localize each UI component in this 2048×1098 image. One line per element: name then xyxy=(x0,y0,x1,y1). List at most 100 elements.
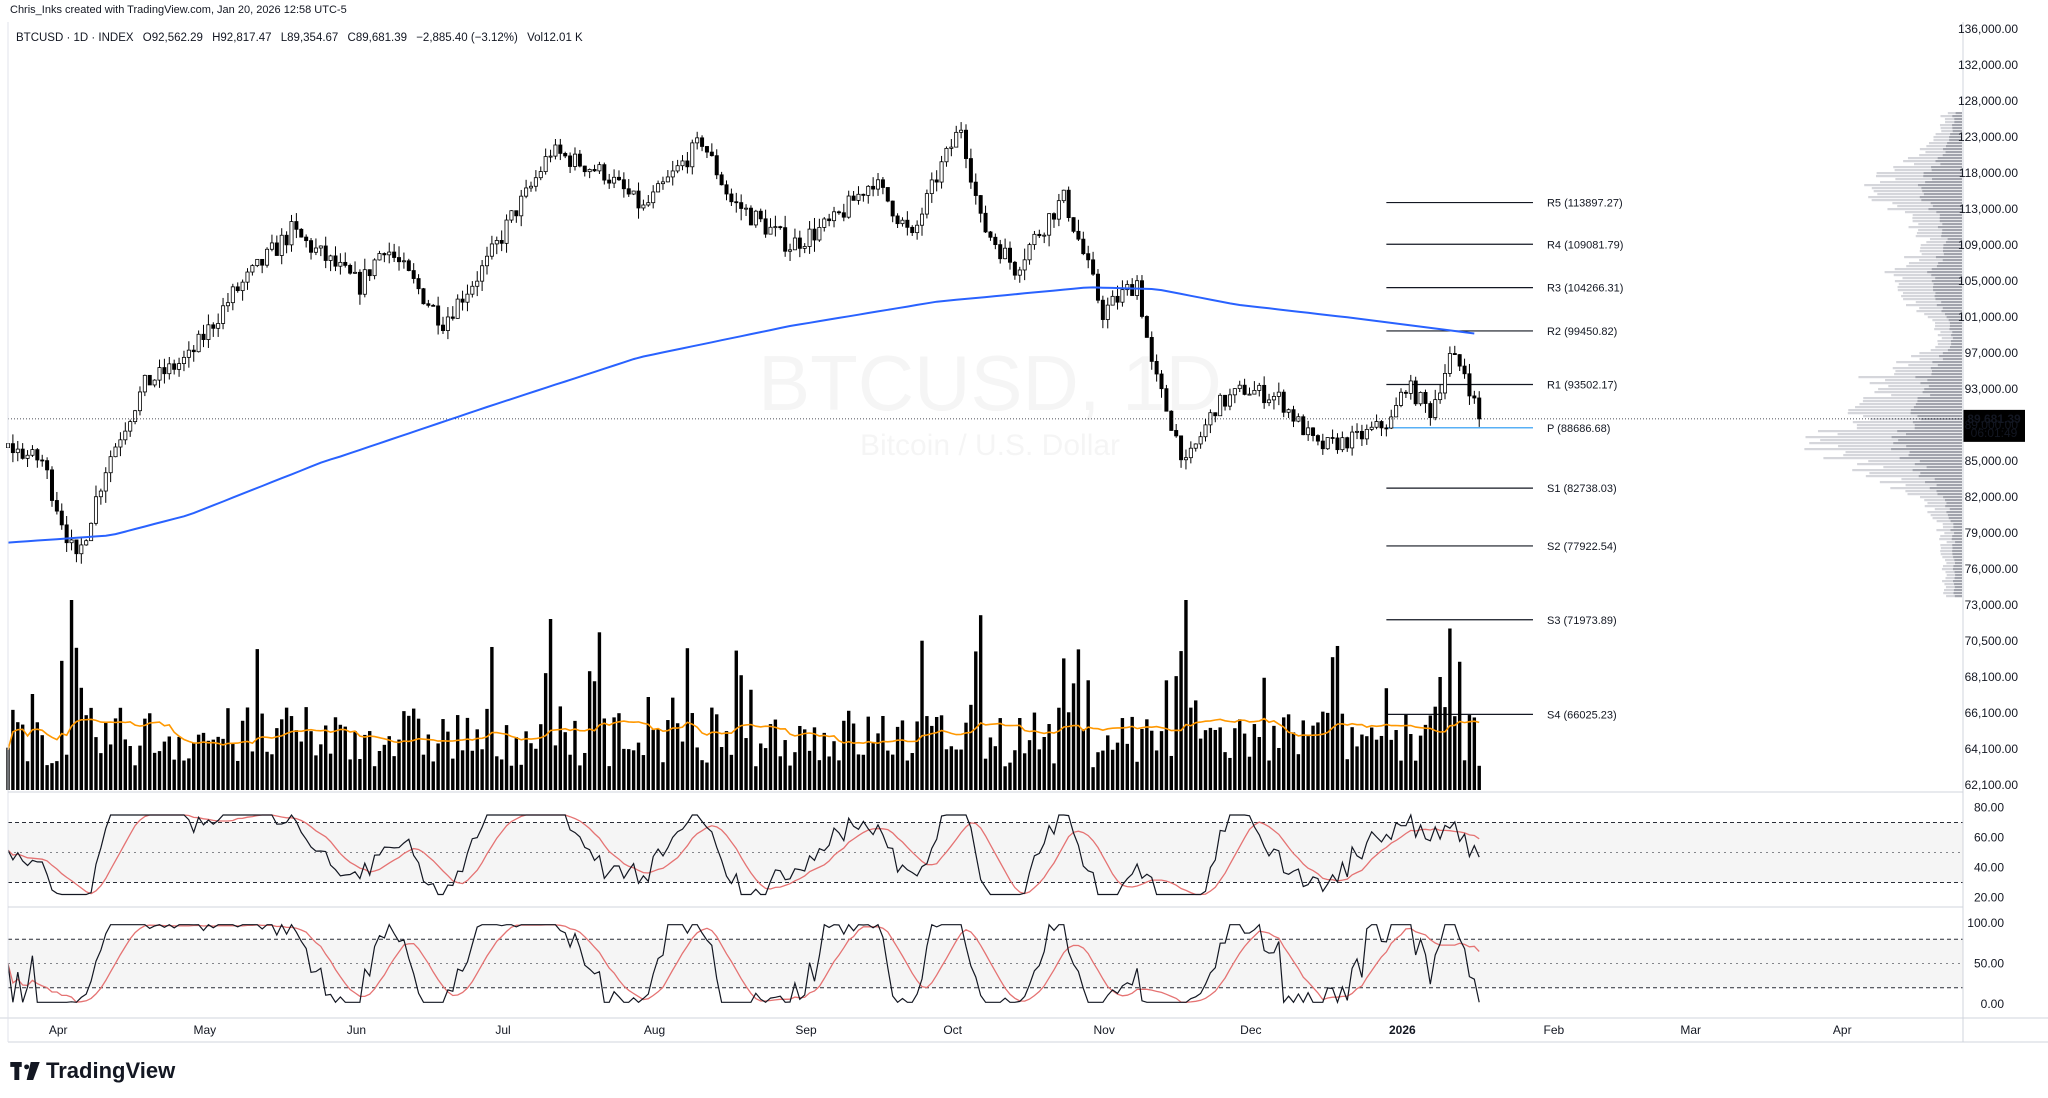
candle-body xyxy=(172,363,177,370)
volume-profile-row-dark xyxy=(1945,505,1962,508)
volume-bar xyxy=(543,673,548,790)
volume-profile-row xyxy=(1943,592,1962,595)
volume-profile-row-dark xyxy=(1939,214,1962,217)
volume-bar xyxy=(1345,759,1349,790)
volume-profile-row-dark xyxy=(1952,535,1962,538)
volume-profile-row-dark xyxy=(1906,445,1962,448)
candle-body xyxy=(1359,430,1364,440)
volume-bar xyxy=(1184,600,1188,790)
volume-bar xyxy=(881,715,885,790)
volume-bar xyxy=(1433,706,1437,790)
price-tick-label: 136,000.00 xyxy=(1958,22,2018,36)
volume-bar xyxy=(1365,736,1369,790)
candle-body xyxy=(1276,391,1281,397)
candle-body xyxy=(846,195,851,218)
volume-profile-row-dark xyxy=(1912,469,1962,472)
volume-profile-row-dark xyxy=(1941,232,1962,235)
volume-profile-row xyxy=(1891,394,1962,397)
volume-profile-row-dark xyxy=(1947,349,1962,352)
volume-bar xyxy=(138,745,142,790)
volume-profile-row xyxy=(1809,442,1962,445)
candle-body xyxy=(597,164,602,172)
ma-200-line xyxy=(7,286,1475,544)
volume-bar xyxy=(1277,747,1281,790)
volume-bar xyxy=(265,751,269,790)
volume-bar xyxy=(607,766,611,790)
volume-bar xyxy=(167,736,171,790)
volume-bar xyxy=(236,760,240,790)
volume-bar xyxy=(602,718,607,790)
candle-body xyxy=(1262,384,1267,404)
volume-bar xyxy=(1047,724,1051,790)
candle-body xyxy=(93,496,98,524)
volume-profile-row xyxy=(1930,349,1962,352)
volume-profile-row-dark xyxy=(1941,310,1962,313)
candle-body xyxy=(406,260,411,271)
volume-bar xyxy=(499,759,504,790)
candle-body xyxy=(1007,247,1012,263)
candle-body xyxy=(343,261,348,266)
candle-body xyxy=(1418,392,1423,405)
volume-bar xyxy=(1291,732,1296,790)
volume-bar xyxy=(675,723,680,790)
volume-bar xyxy=(1360,734,1364,790)
volume-profile-row-dark xyxy=(1935,292,1962,295)
candle-body xyxy=(939,161,944,183)
price-tick-label: 132,000.00 xyxy=(1958,58,2018,72)
volume-profile-row-dark xyxy=(1932,178,1962,181)
volume-bar xyxy=(656,728,660,790)
candle-body xyxy=(1227,394,1232,407)
candle-body xyxy=(646,202,651,206)
price-tick-label: 123,000.00 xyxy=(1958,130,2018,144)
volume-profile-row-dark xyxy=(1953,592,1962,595)
time-tick-label: Apr xyxy=(49,1023,68,1037)
volume-profile-row-dark xyxy=(1934,295,1962,298)
volume-bar xyxy=(1448,628,1452,790)
volume-profile-row-dark xyxy=(1930,202,1962,205)
volume-profile-row-dark xyxy=(1942,358,1962,361)
volume-profile-row-dark xyxy=(1953,556,1962,559)
volume-bar xyxy=(1066,712,1071,790)
volume-profile-row xyxy=(1879,481,1962,484)
candle-body xyxy=(10,443,15,454)
volume-profile-row xyxy=(1942,580,1962,583)
symbol-name[interactable]: BTCUSD · 1D · INDEX xyxy=(16,32,134,44)
volume-bar xyxy=(1198,738,1203,790)
volume-bar xyxy=(1394,730,1398,790)
candle-body xyxy=(1281,391,1286,413)
tradingview-logo[interactable]: TradingView xyxy=(10,1058,175,1084)
volume-bar xyxy=(1262,677,1266,790)
volume-bar xyxy=(1267,760,1271,790)
candle-body xyxy=(568,155,573,167)
volume-bar xyxy=(817,760,822,790)
candle-body xyxy=(1012,261,1017,276)
candle-body xyxy=(142,374,147,393)
candle-body xyxy=(108,456,113,474)
candle-body xyxy=(147,374,152,386)
candle-body xyxy=(695,137,700,144)
volume-bar xyxy=(367,731,372,790)
candle-body xyxy=(123,430,128,441)
candle-body xyxy=(260,258,265,266)
candle-body xyxy=(1447,353,1452,374)
volume-profile-row xyxy=(1871,187,1962,190)
candle-body xyxy=(245,271,250,283)
volume-bar xyxy=(25,761,30,790)
volume-bar xyxy=(60,660,64,790)
volume-bar xyxy=(1194,700,1198,790)
volume-profile-row xyxy=(1934,508,1962,511)
candle-body xyxy=(973,181,978,196)
candle-body xyxy=(1066,189,1071,219)
candle-body xyxy=(577,153,582,167)
candle-body xyxy=(954,131,959,148)
volume-profile-row-dark xyxy=(1918,475,1962,478)
price-chart[interactable]: BTCUSD, 1D Bitcoin / U.S. Dollar R5 (113… xyxy=(0,0,2048,1050)
candle-body xyxy=(387,251,392,256)
candle-body xyxy=(1159,373,1164,390)
volume-profile-row xyxy=(1908,226,1962,229)
volume-bar xyxy=(260,713,264,790)
volume-profile-row-dark xyxy=(1933,289,1962,292)
candle-body xyxy=(812,228,817,241)
volume-bar xyxy=(504,725,509,790)
volume-profile-row xyxy=(1915,235,1962,238)
